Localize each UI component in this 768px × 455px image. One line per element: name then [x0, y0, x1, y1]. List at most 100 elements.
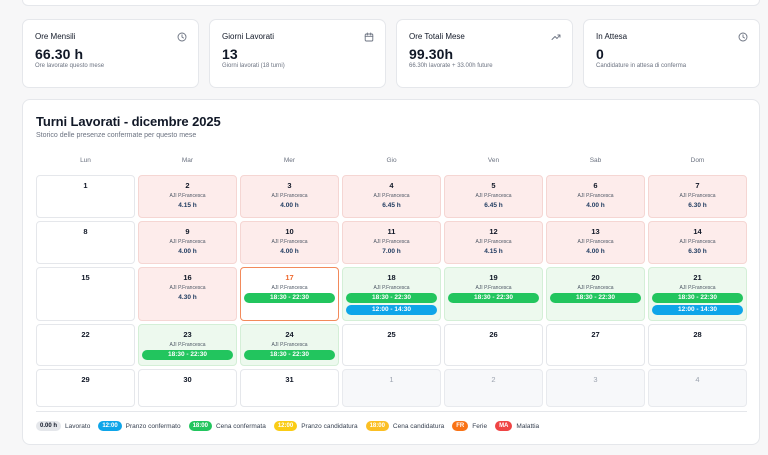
stat-subtitle: 66.30h lavorate + 33.00h future	[409, 63, 493, 69]
day-number: 4	[695, 375, 700, 384]
day-number: 6	[593, 181, 598, 190]
calendar-day-cell[interactable]: 4 AJI P.Francesca 6.45 h	[342, 175, 441, 218]
calendar-day-cell[interactable]: 23 AJI P.Francesca 18:30 - 22:30	[138, 324, 237, 366]
legend-label: Malattia	[516, 422, 540, 430]
dinner-shift-badge[interactable]: 18:30 - 22:30	[346, 293, 437, 303]
dinner-shift-badge[interactable]: 18:30 - 22:30	[244, 350, 335, 360]
calendar-day-cell[interactable]: 29	[36, 369, 135, 407]
shift-location: AJI P.Francesca	[577, 239, 614, 245]
stats-row: Ore Mensili 66.30 h Ore lavorate questo …	[22, 19, 760, 88]
stat-subtitle: Giorni lavorati (18 turni)	[222, 63, 285, 69]
day-number: 19	[489, 273, 498, 282]
calendar-day-cell[interactable]: 15	[36, 267, 135, 321]
shift-location: AJI P.Francesca	[373, 193, 410, 199]
calendar-day-cell[interactable]: 3 AJI P.Francesca 4.00 h	[240, 175, 339, 218]
calendar-day-cell[interactable]: 13 AJI P.Francesca 4.00 h	[546, 221, 645, 264]
calendar-day-cell[interactable]: 18 AJI P.Francesca 18:30 - 22:30 12:00 - 14…	[342, 267, 441, 321]
calendar-day-cell[interactable]: 12 AJI P.Francesca 4.15 h	[444, 221, 543, 264]
calendar-day-cell[interactable]: 2	[444, 369, 543, 407]
calendar-day-cell[interactable]: 4	[648, 369, 747, 407]
calendar-title: Turni Lavorati - dicembre 2025	[36, 114, 221, 129]
clock-icon	[177, 32, 187, 42]
calendar-day-cell[interactable]: 27	[546, 324, 645, 366]
calendar-day-cell[interactable]: 31	[240, 369, 339, 407]
weekday-label: Sab	[589, 157, 602, 164]
calendar-day-cell[interactable]: 9 AJI P.Francesca 4.00 h	[138, 221, 237, 264]
stat-card-ore-totali: Ore Totali Mese 99.30h 66.30h lavorate +…	[396, 19, 573, 88]
shift-location: AJI P.Francesca	[169, 239, 206, 245]
calendar-day-cell[interactable]: 21 AJI P.Francesca 18:30 - 22:30 12:00 - 14…	[648, 267, 747, 321]
calendar-week-row: 15 16 AJI P.Francesca 4.30 h 17 AJI P.Frances…	[36, 267, 747, 321]
calendar-day-cell[interactable]: 5 AJI P.Francesca 6.45 h	[444, 175, 543, 218]
stat-subtitle: Candidature in attesa di conferma	[596, 63, 687, 69]
calendar-day-cell[interactable]: 7 AJI P.Francesca 6.30 h	[648, 175, 747, 218]
calendar-day-cell[interactable]: 20 AJI P.Francesca 18:30 - 22:30	[546, 267, 645, 321]
shift-location: AJI P.Francesca	[271, 285, 308, 291]
shift-location: AJI P.Francesca	[679, 285, 716, 291]
calendar-day-cell[interactable]: 1	[342, 369, 441, 407]
shift-location: AJI P.Francesca	[271, 342, 308, 348]
calendar-subtitle: Storico delle presenze confermate per qu…	[36, 132, 197, 139]
trending-up-icon	[551, 34, 561, 40]
day-number: 1	[83, 181, 88, 190]
shift-location: AJI P.Francesca	[373, 239, 410, 245]
day-number: 2	[491, 375, 496, 384]
shifts-calendar-panel: Turni Lavorati - dicembre 2025 Storico d…	[22, 99, 760, 445]
lunch-shift-badge[interactable]: 12:00 - 14:30	[652, 305, 743, 315]
calendar-day-cell[interactable]: 2 AJI P.Francesca 4.15 h	[138, 175, 237, 218]
calendar-day-cell[interactable]: 10 AJI P.Francesca 4.00 h	[240, 221, 339, 264]
lunch-shift-badge[interactable]: 12:00 - 14:30	[346, 305, 437, 315]
day-number: 28	[693, 330, 702, 339]
shift-location: AJI P.Francesca	[475, 193, 512, 199]
worked-hours: 4.00 h	[280, 202, 299, 209]
dinner-shift-badge[interactable]: 18:30 - 22:30	[244, 293, 335, 303]
calendar-day-cell[interactable]: 11 AJI P.Francesca 7.00 h	[342, 221, 441, 264]
shift-location: AJI P.Francesca	[577, 193, 614, 199]
calendar-week-row: 29 30 31 1 2 3 4	[36, 369, 747, 407]
day-number: 26	[489, 330, 498, 339]
legend-badge: 12:00	[98, 421, 122, 431]
worked-hours: 4.00 h	[586, 202, 605, 209]
day-number: 31	[285, 375, 294, 384]
stat-value: 66.30 h	[35, 46, 84, 62]
worked-hours: 6.30 h	[688, 202, 707, 209]
worked-hours: 4.00 h	[280, 248, 299, 255]
day-number: 12	[489, 227, 498, 236]
day-number: 22	[81, 330, 90, 339]
calendar-day-cell[interactable]: 26	[444, 324, 543, 366]
day-number: 27	[591, 330, 600, 339]
shift-location: AJI P.Francesca	[679, 193, 716, 199]
calendar-day-cell[interactable]: 17 AJI P.Francesca 18:30 - 22:30	[240, 267, 339, 321]
dinner-shift-badge[interactable]: 18:30 - 22:30	[550, 293, 641, 303]
day-number: 23	[183, 330, 192, 339]
calendar-day-cell[interactable]: 1	[36, 175, 135, 218]
calendar-day-cell[interactable]: 25	[342, 324, 441, 366]
day-number: 29	[81, 375, 90, 384]
calendar-day-cell[interactable]: 8	[36, 221, 135, 264]
worked-hours: 4.00 h	[586, 248, 605, 255]
legend-divider	[36, 411, 747, 412]
worked-hours: 4.00 h	[178, 248, 197, 255]
dinner-shift-badge[interactable]: 18:30 - 22:30	[142, 350, 233, 360]
dinner-shift-badge[interactable]: 18:30 - 22:30	[448, 293, 539, 303]
calendar-day-cell[interactable]: 19 AJI P.Francesca 18:30 - 22:30	[444, 267, 543, 321]
legend-item: 18:00 Cena candidatura	[365, 421, 444, 431]
worked-hours: 6.45 h	[382, 202, 401, 209]
calendar-day-cell[interactable]: 24 AJI P.Francesca 18:30 - 22:30	[240, 324, 339, 366]
legend-label: Cena confermata	[215, 422, 266, 430]
calendar-day-cell[interactable]: 16 AJI P.Francesca 4.30 h	[138, 267, 237, 321]
dinner-shift-badge[interactable]: 18:30 - 22:30	[652, 293, 743, 303]
calendar-day-cell[interactable]: 6 AJI P.Francesca 4.00 h	[546, 175, 645, 218]
calendar-day-cell[interactable]: 3	[546, 369, 645, 407]
calendar-day-cell[interactable]: 14 AJI P.Francesca 6.30 h	[648, 221, 747, 264]
calendar-day-cell[interactable]: 28	[648, 324, 747, 366]
shift-location: AJI P.Francesca	[169, 193, 206, 199]
calendar-day-cell[interactable]: 22	[36, 324, 135, 366]
stat-value: 0	[596, 46, 604, 62]
calendar-day-cell[interactable]: 30	[138, 369, 237, 407]
shift-location: AJI P.Francesca	[169, 342, 206, 348]
worked-hours: 4.15 h	[178, 202, 197, 209]
legend-badge: MA	[495, 421, 513, 431]
calendar-week-row: 22 23 AJI P.Francesca 18:30 - 22:30 24 AJI P.…	[36, 324, 747, 366]
legend: 0.00 h Lavorato 12:00 Pranzo confermato 18:0…	[36, 420, 547, 432]
